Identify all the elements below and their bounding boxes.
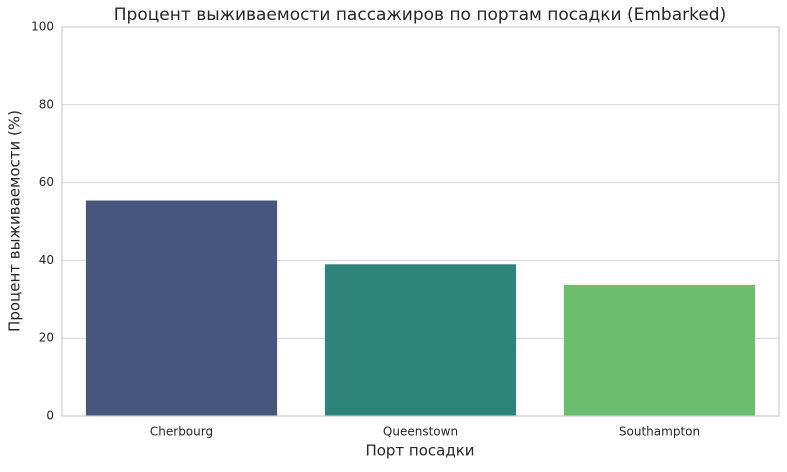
y-tick-label: 20	[39, 331, 54, 345]
bars	[85, 200, 756, 416]
y-tick-label: 60	[39, 175, 54, 189]
bar	[324, 264, 517, 416]
chart-title: Процент выживаемости пассажиров по порта…	[114, 5, 726, 25]
x-tick-label: Cherbourg	[150, 425, 213, 439]
y-tick-label: 100	[31, 20, 54, 34]
plot-frame	[61, 26, 780, 417]
x-axis-label: Порт посадки	[365, 442, 474, 460]
y-tick-label: 0	[46, 409, 54, 423]
y-tick-label: 80	[39, 97, 54, 111]
y-tick-label: 40	[39, 253, 54, 267]
x-tick-label: Queenstown	[383, 425, 458, 439]
bar	[563, 284, 756, 416]
y-axis-label: Процент выживаемости (%)	[6, 110, 24, 332]
x-tick-label: Southampton	[619, 425, 700, 439]
bar	[85, 200, 278, 416]
